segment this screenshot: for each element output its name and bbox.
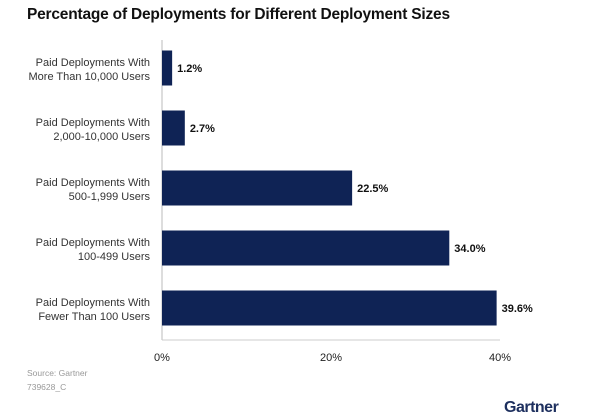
category-label: Paid Deployments With	[36, 57, 150, 69]
category-label: Paid Deployments With	[36, 297, 150, 309]
bar	[162, 230, 450, 266]
category-label: 100-499 Users	[78, 251, 151, 263]
source-note: Source: Gartner	[27, 368, 88, 378]
x-tick-label: 0%	[154, 352, 170, 364]
bar	[162, 170, 353, 206]
x-tick-label: 40%	[489, 352, 511, 364]
category-label: 2,000-10,000 Users	[53, 131, 150, 143]
category-label: 500-1,999 Users	[69, 191, 151, 203]
bar	[162, 50, 173, 86]
data-label: 39.6%	[502, 303, 533, 315]
bar	[162, 290, 497, 326]
gartner-logo: Gartner	[504, 399, 559, 416]
data-label: 22.5%	[357, 183, 388, 195]
figure-id: 739628_C	[27, 382, 67, 392]
data-label: 34.0%	[454, 243, 485, 255]
category-label: Paid Deployments With	[36, 177, 150, 189]
category-label: More Than 10,000 Users	[29, 71, 151, 83]
data-label: 1.2%	[177, 63, 202, 75]
category-label: Paid Deployments With	[36, 117, 150, 129]
data-label: 2.7%	[190, 123, 215, 135]
x-tick-label: 20%	[320, 352, 342, 364]
chart-title: Percentage of Deployments for Different …	[27, 6, 450, 23]
category-label: Paid Deployments With	[36, 237, 150, 249]
bar	[162, 110, 185, 146]
category-label: Fewer Than 100 Users	[38, 311, 150, 323]
